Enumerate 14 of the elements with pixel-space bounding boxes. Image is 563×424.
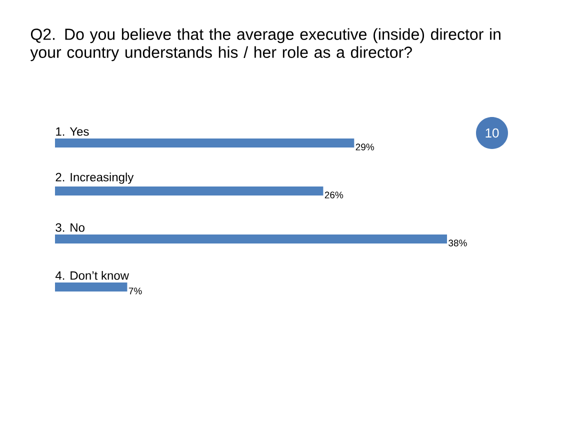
y-tick-label: 2. Increasingly bbox=[56, 172, 134, 184]
bar bbox=[55, 234, 448, 244]
y-tick-label: 1. Yes bbox=[56, 127, 89, 136]
y-tick-label: 4. Don’t know bbox=[55, 270, 130, 280]
data-label: 7% bbox=[128, 288, 142, 294]
bar bbox=[55, 138, 354, 148]
chart-title: Q2. Do you believe that the average executive (inside) director in your country understands his / her role as a director? bbox=[30, 28, 500, 62]
bar bbox=[55, 186, 324, 196]
data-label: 38% bbox=[448, 240, 467, 246]
data-label: 29% bbox=[356, 144, 374, 150]
bar bbox=[55, 282, 128, 292]
y-tick-label: 3. No bbox=[56, 223, 84, 232]
text: 10 bbox=[486, 128, 499, 138]
data-label: 26% bbox=[324, 192, 344, 198]
